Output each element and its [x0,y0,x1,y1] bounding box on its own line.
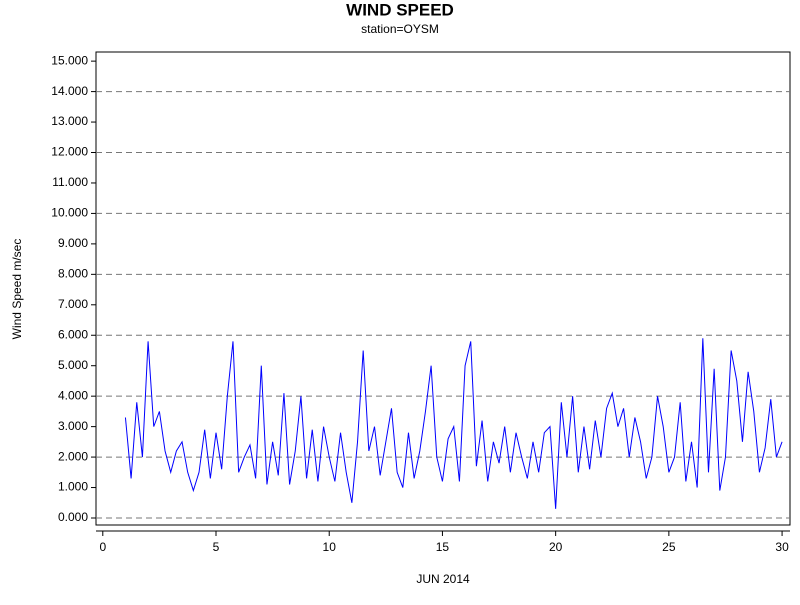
y-tick-label: 5.000 [58,358,88,372]
x-tick-label: 15 [436,540,450,554]
y-tick-label: 3.000 [58,419,88,433]
plot-frame [95,51,791,526]
y-tick-label: 7.000 [58,297,88,311]
y-tick-label: 12.000 [51,145,88,159]
x-tick-label: 5 [213,540,220,554]
y-tick-label: 9.000 [58,236,88,250]
y-tick-label: 10.000 [51,206,88,220]
x-tick-label: 20 [549,540,563,554]
y-axis-label: Wind Speed m/sec [10,239,24,340]
y-tick-label: 4.000 [58,388,88,402]
x-axis-label: JUN 2014 [416,572,470,586]
x-tick-label: 30 [775,540,789,554]
y-tick-label: 11.000 [52,175,88,189]
y-tick-label: 13.000 [51,114,88,128]
y-tick-label: 15.000 [51,53,88,67]
x-tick-label: 10 [323,540,337,554]
x-tick-label: 25 [662,540,676,554]
y-tick-label: 2.000 [58,449,88,463]
y-tick-label: 0.000 [58,510,88,524]
y-tick-label: 8.000 [58,267,88,281]
x-tick-label: 0 [99,540,106,554]
series-line [124,338,783,509]
chart-subtitle: station=OYSM [361,22,439,36]
y-tick-label: 1.000 [58,480,88,494]
y-tick-label: 14.000 [51,84,88,98]
y-tick-label: 6.000 [58,327,88,341]
chart-title: WIND SPEED [346,0,454,19]
